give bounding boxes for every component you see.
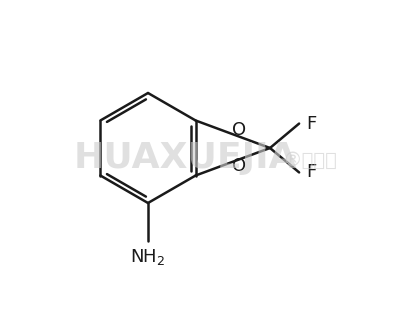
Text: HUAXUEJIA: HUAXUEJIA (73, 141, 297, 175)
Text: F: F (306, 115, 316, 132)
Text: ®化学加: ®化学加 (282, 150, 338, 170)
Text: O: O (232, 157, 246, 175)
Text: NH$_2$: NH$_2$ (130, 247, 166, 267)
Text: O: O (232, 121, 246, 139)
Text: F: F (306, 164, 316, 181)
